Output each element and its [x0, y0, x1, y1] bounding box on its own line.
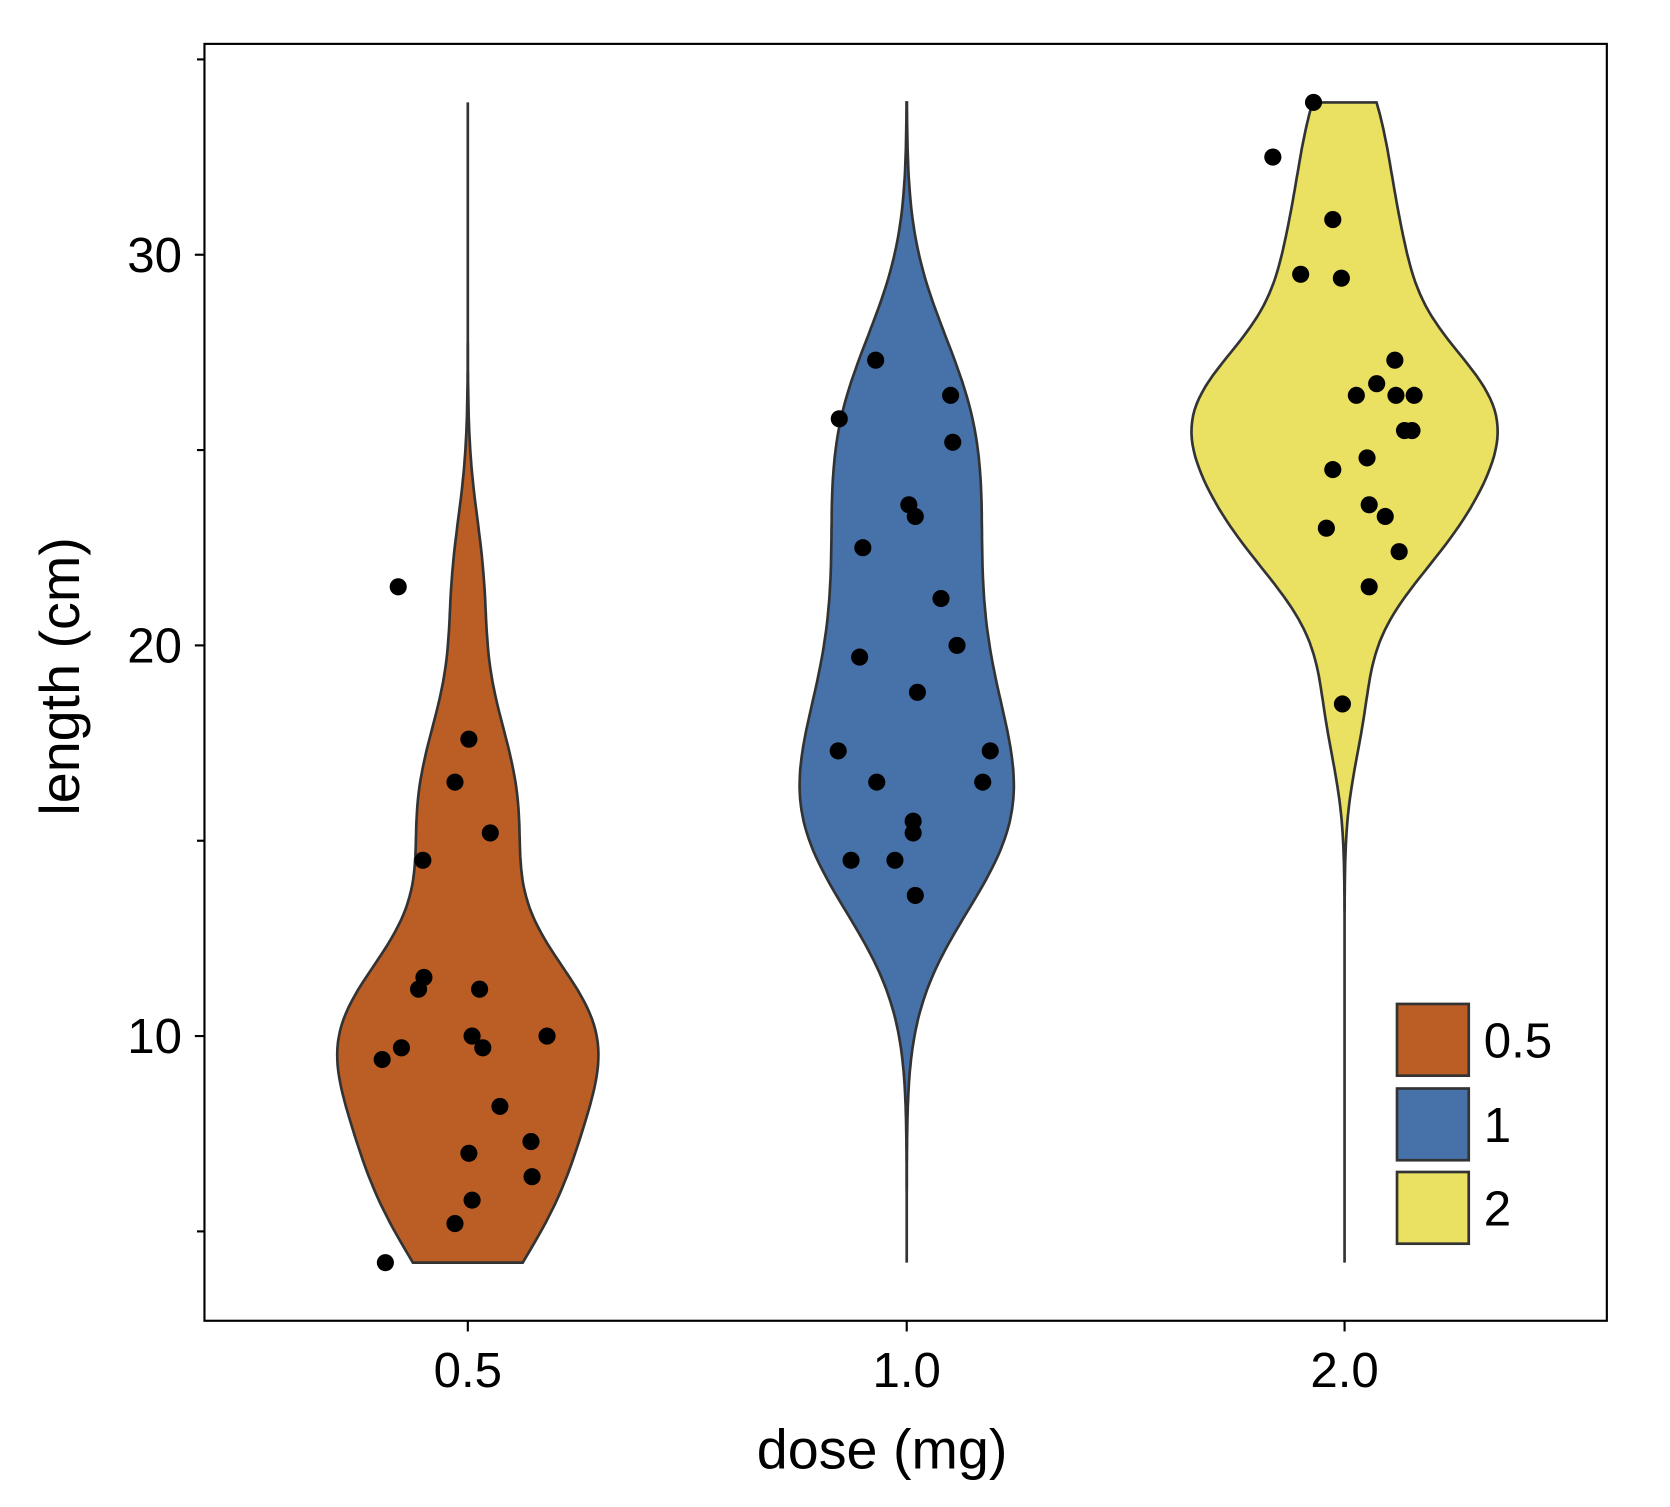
data-point — [906, 886, 924, 904]
data-point — [1358, 449, 1376, 467]
data-point — [942, 386, 960, 404]
data-point — [906, 507, 924, 526]
data-point — [1390, 543, 1408, 561]
data-point — [471, 980, 489, 998]
data-point — [1317, 519, 1335, 537]
y-tick-label: 20 — [127, 619, 182, 674]
data-point — [460, 1144, 478, 1162]
data-point — [1333, 695, 1351, 713]
data-point — [446, 1215, 464, 1233]
x-axis: 0.5 1.0 2.0 — [434, 1320, 1379, 1398]
data-point — [389, 578, 407, 596]
data-point — [932, 589, 950, 608]
data-point — [974, 773, 992, 791]
data-point — [1324, 461, 1342, 479]
data-point — [908, 683, 926, 701]
data-point — [463, 1191, 481, 1209]
data-point — [842, 851, 860, 869]
x-tick-label: 1.0 — [873, 1343, 941, 1398]
data-point — [944, 433, 962, 451]
y-tick-label: 10 — [127, 1009, 182, 1064]
data-point — [474, 1039, 492, 1057]
data-point — [1376, 507, 1394, 526]
data-point — [522, 1132, 540, 1151]
data-point — [1386, 351, 1404, 369]
y-axis: 10 20 30 — [127, 58, 205, 1233]
x-tick-label: 0.5 — [434, 1343, 502, 1398]
data-point — [851, 648, 869, 666]
data-point — [1360, 578, 1378, 596]
data-point — [460, 730, 478, 748]
y-tick-label: 30 — [127, 228, 182, 283]
data-point — [854, 539, 872, 557]
data-point — [446, 773, 464, 791]
data-point — [948, 636, 966, 654]
legend: 0.5 1 2 — [1395, 1002, 1552, 1246]
data-point — [1405, 386, 1423, 404]
jitter-points — [373, 93, 1423, 1272]
data-point — [1368, 375, 1386, 393]
data-point — [523, 1168, 541, 1186]
data-point — [1304, 93, 1323, 111]
data-point — [538, 1027, 556, 1045]
violin-dose-0.5 — [335, 102, 600, 1264]
data-point — [830, 410, 848, 428]
data-point — [1292, 265, 1310, 283]
data-point — [867, 351, 885, 369]
data-point — [1324, 211, 1342, 229]
legend-label: 2 — [1484, 1182, 1511, 1237]
y-axis-title: length (cm) — [29, 537, 91, 815]
legend-swatch-2 — [1395, 1170, 1471, 1246]
data-point — [981, 742, 999, 760]
data-point — [829, 742, 847, 760]
data-point — [1403, 421, 1421, 440]
data-point — [1332, 269, 1350, 287]
violins — [335, 101, 1499, 1264]
data-point — [904, 812, 922, 830]
data-point — [481, 824, 499, 842]
x-tick-label: 2.0 — [1310, 1343, 1378, 1398]
data-point — [392, 1039, 411, 1057]
data-point — [886, 851, 904, 869]
data-point — [904, 824, 922, 842]
data-point — [1347, 386, 1365, 404]
violin-dose-1 — [798, 101, 1016, 1263]
data-point — [410, 980, 428, 998]
data-point — [868, 773, 886, 791]
x-axis-title: dose (mg) — [757, 1418, 1008, 1480]
data-point — [463, 1027, 481, 1045]
legend-swatch-0.5 — [1395, 1002, 1471, 1078]
data-point — [414, 851, 432, 869]
data-point — [491, 1097, 509, 1115]
data-point — [1360, 496, 1378, 514]
data-point — [1264, 148, 1282, 166]
legend-label: 1 — [1484, 1098, 1511, 1153]
data-point — [376, 1254, 394, 1272]
data-point — [373, 1050, 391, 1069]
legend-swatch-1 — [1395, 1087, 1471, 1162]
legend-label: 0.5 — [1484, 1013, 1552, 1068]
data-point — [1387, 386, 1405, 404]
